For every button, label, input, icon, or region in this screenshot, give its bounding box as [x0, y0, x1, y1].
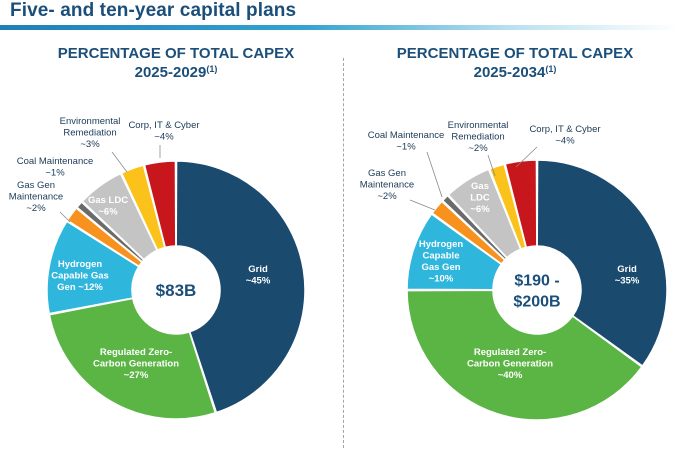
slice-label-right-2: Hydrogen Capable Gas Gen ~10%	[419, 239, 464, 285]
slice-right-regulated-zero-carbon-generation	[406, 289, 643, 421]
slice-label-right-5: Gas LDC ~6%	[470, 181, 490, 215]
slice-left-gas-ldc	[81, 172, 159, 261]
leader-line-right-6	[487, 154, 496, 177]
slice-left-hydrogen-capable-gas-gen	[46, 220, 140, 315]
slice-left-grid	[175, 160, 306, 414]
slice-label-left-5: Gas LDC ~6%	[88, 195, 128, 218]
center-label-right: $190 -$200B	[513, 272, 560, 310]
slide-title: Five- and ten-year capital plans	[10, 0, 297, 21]
chart-title-left-main: PERCENTAGE OF TOTAL CAPEX	[57, 45, 295, 62]
slice-label-left-2: Hydrogen Capable Gas Gen ~12%	[51, 259, 109, 293]
slice-label-right-3: Gas Gen Maintenance ~2%	[360, 168, 414, 202]
slice-label-left-4: Coal Maintenance ~1%	[17, 156, 94, 179]
slice-label-right-0: Grid ~35%	[615, 264, 640, 287]
leader-line-left-3	[59, 211, 71, 223]
center-label-left: $83B	[156, 281, 197, 300]
slice-right-gas-ldc	[447, 168, 522, 259]
chart-divider	[343, 58, 344, 448]
chart-title-right: PERCENTAGE OF TOTAL CAPEX 2025-2034(1)	[355, 44, 675, 82]
chart-title-left-years: 2025-2029	[134, 64, 207, 81]
slice-label-right-6: Environmental Remediation ~2%	[448, 120, 509, 154]
slice-label-right-7: Corp, IT & Cyber ~4%	[529, 124, 600, 147]
slice-left-corp-it-cyber	[143, 160, 177, 249]
slice-left-regulated-zero-carbon-generation	[48, 297, 217, 420]
chart-title-right-footnote: (1)	[545, 64, 557, 74]
slice-label-right-1: Regulated Zero-Carbon Generation ~40%	[467, 347, 553, 381]
title-underline-bar	[0, 25, 679, 30]
slice-label-left-6: Environmental Remediation ~3%	[60, 116, 121, 150]
slice-right-grid	[536, 159, 668, 367]
chart-title-left-footnote: (1)	[206, 64, 218, 74]
slice-label-left-3: Gas Gen Maintenance ~2%	[9, 180, 63, 214]
leader-line-right-3	[409, 199, 436, 211]
slice-right-corp-it-cyber	[504, 159, 538, 249]
leader-line-right-7	[515, 146, 538, 168]
chart-title-right-sub: 2025-2034(1)	[355, 63, 675, 82]
chart-title-right-years: 2025-2034	[473, 64, 546, 81]
slice-label-left-1: Regulated Zero-Carbon Generation ~27%	[93, 347, 179, 381]
chart-title-left: PERCENTAGE OF TOTAL CAPEX 2025-2029(1)	[16, 44, 336, 82]
slice-label-left-0: Grid ~45%	[246, 264, 271, 287]
slice-right-hydrogen-capable-gas-gen	[406, 213, 503, 291]
chart-title-left-sub: 2025-2029(1)	[16, 63, 336, 82]
slice-label-right-4: Coal Maintenance ~1%	[368, 130, 445, 153]
leader-line-left-6	[111, 151, 128, 173]
chart-title-right-main: PERCENTAGE OF TOTAL CAPEX	[396, 45, 634, 62]
leader-line-right-4	[426, 151, 443, 198]
slice-label-left-7: Corp, IT & Cyber ~4%	[128, 120, 199, 143]
